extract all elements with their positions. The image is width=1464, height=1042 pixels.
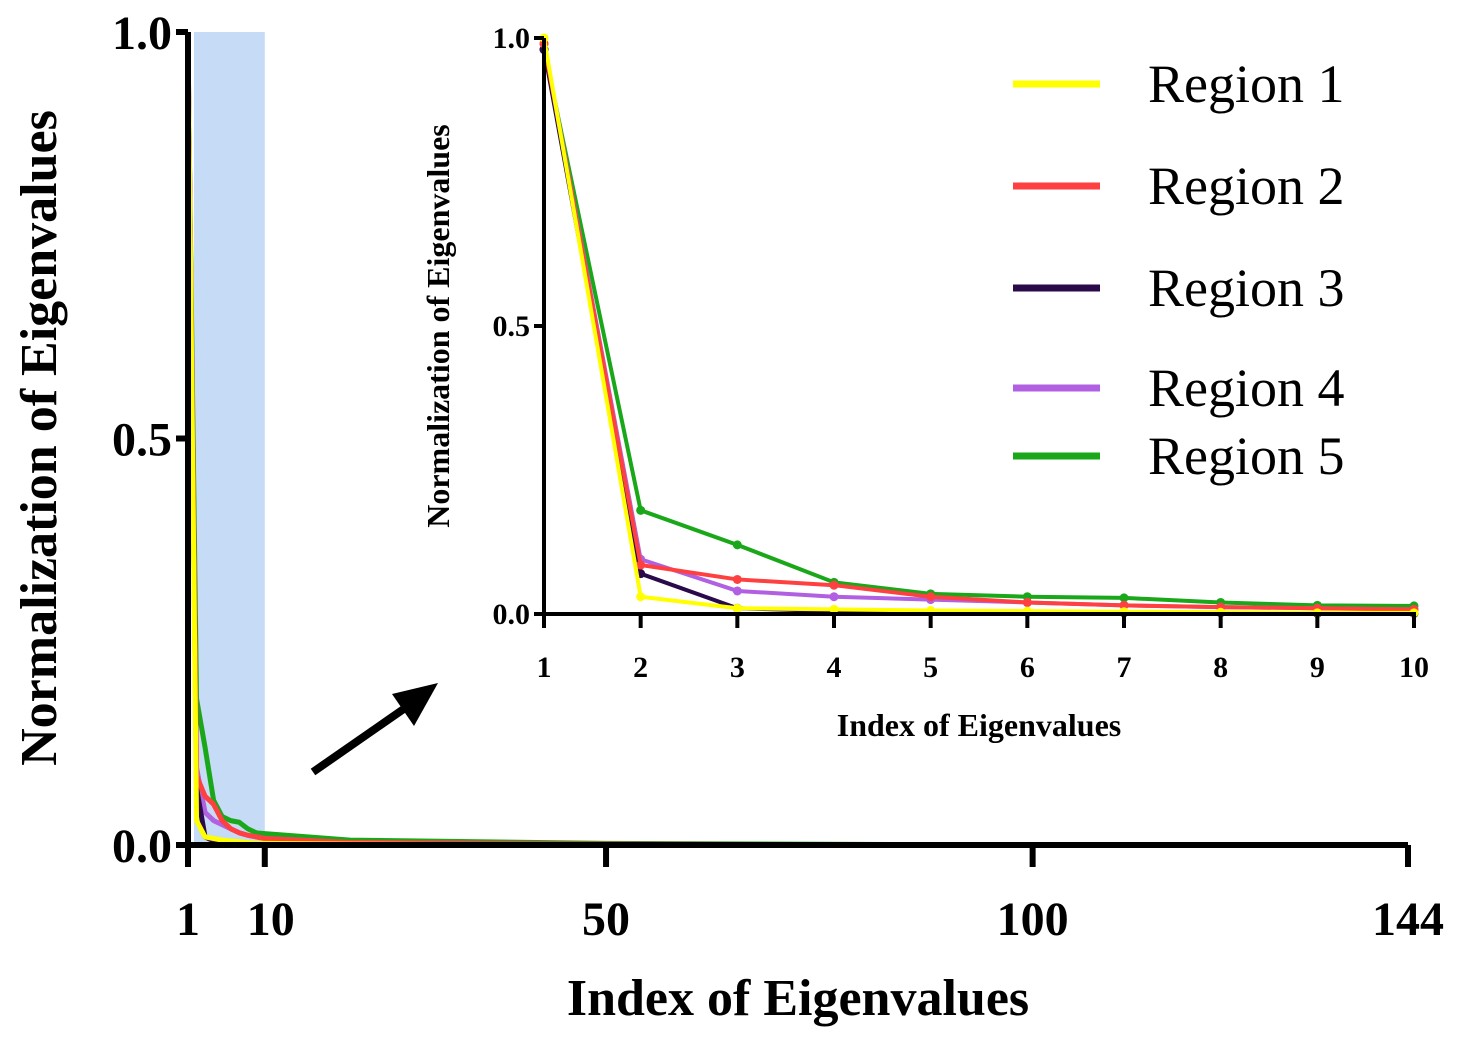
legend-label: Region 4 [1148,358,1345,418]
inset-point-region-5 [732,540,742,550]
inset-series-line-region-1 [542,37,1414,615]
zoom-arrow-shaft [310,702,411,776]
main-y-axis-title: Normalization of Eigenvalues [11,110,68,766]
inset-x-tick-label: 4 [827,651,842,684]
zoom-arrow [310,683,438,776]
inset-x-tick-label: 1 [537,651,552,684]
inset-point-region-1 [829,604,839,614]
inset-point-region-5 [636,505,646,515]
main-x-tick-label: 1 [176,893,200,946]
inset-x-tick-label: 9 [1310,651,1325,684]
main-x-tick-label: 10 [247,893,295,946]
inset-point-region-2 [636,560,646,570]
inset-y-axis-title: Normalization of Eigenvalues [420,124,456,528]
inset-point-region-2 [1022,597,1032,607]
main-y-tick-label: 1.0 [112,7,172,60]
inset-x-tick-label: 3 [730,651,745,684]
inset-point-region-4 [829,592,839,602]
inset-x-tick-label: 6 [1020,651,1035,684]
inset-series-line-region-3 [542,49,1414,616]
inset-y-tick-label: 0.0 [493,598,531,631]
inset-series-line-region-2 [542,43,1415,612]
main-x-tick-label: 100 [997,893,1069,946]
inset-point-region-2 [926,592,936,602]
legend-item-region-4: Region 4 [1013,358,1345,418]
main-y-tick-label: 0.0 [112,820,172,873]
inset-point-region-5 [1119,593,1129,603]
inset-x-tick-label: 5 [923,651,938,684]
inset-point-region-4 [732,586,742,596]
legend-item-region-3: Region 3 [1013,258,1345,318]
legend-item-region-2: Region 2 [1013,156,1345,216]
inset-x-tick-label: 10 [1399,651,1429,684]
inset-series-line-region-4 [542,43,1415,612]
inset-y-tick-label: 1.0 [493,22,531,55]
zoom-highlight-band [194,32,265,845]
inset-point-region-2 [829,580,839,590]
legend-label: Region 3 [1148,258,1345,318]
main-y-tick-label: 0.5 [112,414,172,467]
legend-item-region-1: Region 1 [1013,54,1345,114]
inset-x-tick-label: 2 [633,651,648,684]
inset-series-line-region-5 [542,49,1415,608]
legend-label: Region 1 [1148,54,1345,114]
inset-y-tick-label: 0.5 [493,310,531,343]
main-x-tick-label: 144 [1372,893,1444,946]
inset-x-tick-label: 8 [1213,651,1228,684]
legend-label: Region 5 [1148,426,1345,486]
inset-point-region-2 [1119,600,1129,610]
main-plot: 0.0 0.5 1.0 1 10 50 100 144 Index of Eigenvalues… [11,7,1444,1027]
inset-x-axis-title: Index of Eigenvalues [837,707,1121,743]
legend: Region 1 Region 2 Region 3 Region 4 Region 5 [1013,54,1345,486]
zoom-arrow-head [392,683,438,726]
inset-point-region-1 [636,592,646,602]
inset-plot: 0.0 0.5 1.0 1 2 3 4 5 6 7 8 9 10 Index of Eigenvalues… [420,22,1429,743]
legend-item-region-5: Region 5 [1013,426,1345,486]
main-x-tick-label: 50 [582,893,630,946]
main-x-axis-title: Index of Eigenvalues [567,970,1029,1027]
legend-label: Region 2 [1148,156,1345,216]
inset-point-region-2 [732,574,742,584]
inset-x-tick-label: 7 [1117,651,1132,684]
inset-point-region-1 [732,603,742,613]
